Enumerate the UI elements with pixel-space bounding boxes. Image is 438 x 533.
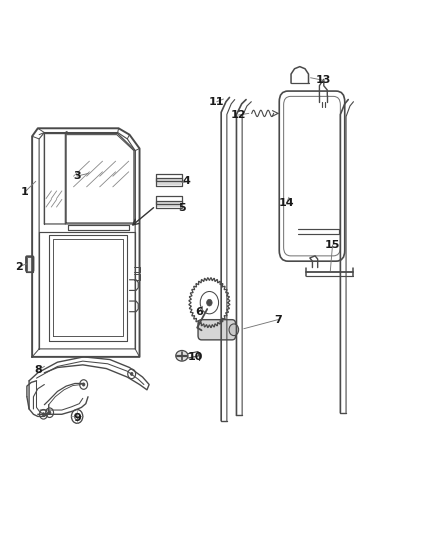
FancyBboxPatch shape — [198, 320, 236, 340]
Circle shape — [48, 411, 51, 414]
Text: 5: 5 — [178, 203, 186, 213]
Bar — [156, 179, 181, 185]
Text: 14: 14 — [279, 198, 294, 208]
Text: 7: 7 — [274, 314, 282, 325]
Circle shape — [207, 300, 212, 306]
Text: 15: 15 — [325, 240, 340, 250]
Ellipse shape — [176, 351, 188, 361]
Text: 1: 1 — [21, 187, 28, 197]
Text: 10: 10 — [187, 352, 203, 362]
Text: 2: 2 — [15, 262, 23, 271]
Text: 3: 3 — [73, 171, 81, 181]
Circle shape — [42, 413, 45, 416]
Ellipse shape — [229, 324, 239, 336]
Circle shape — [82, 383, 85, 386]
Text: 8: 8 — [34, 365, 42, 375]
Text: 13: 13 — [316, 76, 332, 85]
Text: 9: 9 — [73, 413, 81, 423]
Bar — [156, 201, 181, 207]
Text: 4: 4 — [182, 176, 190, 187]
FancyBboxPatch shape — [25, 256, 34, 272]
Text: 6: 6 — [195, 306, 203, 317]
Text: 11: 11 — [209, 96, 225, 107]
Text: 12: 12 — [231, 110, 247, 120]
Circle shape — [131, 372, 133, 375]
